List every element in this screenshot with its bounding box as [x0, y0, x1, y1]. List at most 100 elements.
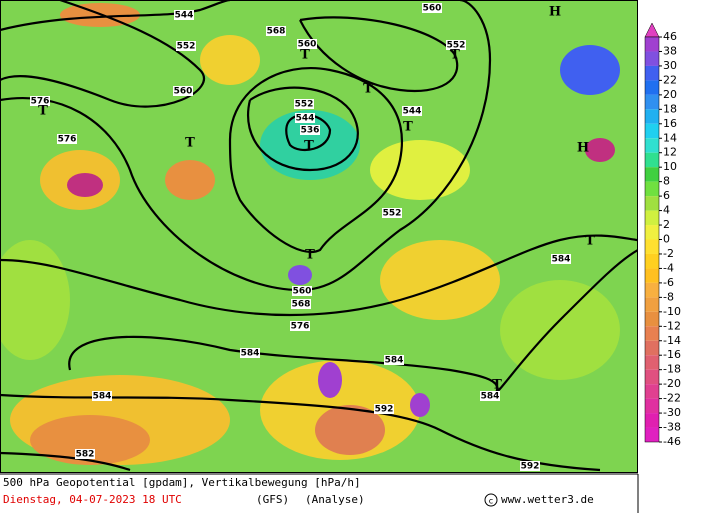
colorbar-label: -2	[663, 247, 674, 260]
contour-label: 576	[291, 322, 310, 332]
colorbar-label: -14	[663, 334, 681, 347]
colorbar-segment	[645, 210, 659, 226]
footer-run: (Analyse)	[305, 493, 365, 506]
contour-label: 568	[267, 27, 286, 37]
contour-label-bg	[295, 113, 315, 123]
contour-label-bg	[266, 26, 286, 36]
contour-label: 536	[301, 126, 320, 136]
contour-label-bg	[240, 348, 260, 358]
colorbar-label: -38	[663, 421, 681, 434]
colorbar-label: 30	[663, 59, 677, 72]
contour-label: 544	[403, 107, 422, 117]
contour-label-bg	[75, 449, 95, 459]
contour-label: 544	[296, 114, 315, 124]
contour-label-bg	[300, 125, 320, 135]
colorbar-label: 38	[663, 44, 677, 57]
contour-label: 552	[295, 100, 314, 110]
colorbar-segment	[645, 326, 659, 341]
colorbar-arrow	[644, 22, 660, 38]
colorbar-label: 6	[663, 189, 670, 202]
colorbar-label: -10	[663, 305, 681, 318]
footer-credit: www.wetter3.de	[501, 493, 594, 506]
colorbar-segment	[645, 311, 659, 327]
colorbar-segment	[645, 239, 659, 254]
contour-label-bg	[173, 86, 193, 96]
contour-label: 560	[174, 87, 193, 97]
colorbar-segment	[645, 196, 659, 211]
colorbar-segment	[645, 37, 659, 52]
contour-label-bg	[92, 391, 112, 401]
contour-label: 552	[447, 41, 466, 51]
contour-label: 592	[521, 462, 540, 472]
contour-label: 560	[423, 4, 442, 14]
contour-label-bg	[402, 106, 422, 116]
colorbar-label: 0	[663, 233, 670, 246]
contour-label: 584	[93, 392, 112, 402]
contour-label-bg	[480, 391, 500, 401]
colorbar-segment	[645, 51, 659, 66]
contour-label-bg	[57, 134, 77, 144]
colorbar-segment	[645, 355, 659, 370]
colorbar-label: 10	[663, 160, 677, 173]
colorbar-segment	[645, 253, 659, 269]
colorbar-segment	[645, 398, 659, 414]
contour-label: 584	[241, 349, 260, 359]
colorbar-label: -20	[663, 377, 681, 390]
contour-label: 576	[58, 135, 77, 145]
contour-label-bg	[551, 254, 571, 264]
pressure-center: T	[492, 378, 502, 393]
colorbar-label: 2	[663, 218, 670, 231]
copyright-icon	[484, 493, 498, 507]
colorbar-label: -46	[663, 435, 681, 448]
contour-label-bg	[520, 461, 540, 471]
contour-label: 584	[481, 392, 500, 402]
colorbar-segment	[645, 109, 659, 124]
colorbar-label: -12	[663, 319, 681, 332]
colorbar-segment	[645, 427, 659, 442]
colorbar-segment	[645, 123, 659, 139]
colorbar-segment	[645, 65, 659, 81]
contour-label-bg	[422, 3, 442, 13]
map-area: 544 552 560 568 560 576 576 552 544 536 544 552 560 5…	[0, 0, 638, 473]
colorbar-segment	[645, 167, 659, 182]
contour-label: 568	[292, 300, 311, 310]
colorbar-segment	[645, 369, 659, 385]
contour-label-bg	[290, 321, 310, 331]
copyright-icon: c	[489, 497, 493, 506]
colorbar-segment	[645, 340, 659, 356]
colorbar-label: 16	[663, 117, 677, 130]
colorbar-label: -4	[663, 261, 674, 274]
pressure-center: H	[549, 5, 561, 20]
contour-label-bg	[446, 40, 466, 50]
colorbar-segment	[645, 384, 659, 399]
field-blobs	[0, 3, 620, 465]
contour-label: 576	[31, 97, 50, 107]
pressure-center: T	[38, 104, 48, 119]
colorbar-label: 20	[663, 88, 677, 101]
colorbar-label: 22	[663, 73, 677, 86]
contour-label-bg	[382, 208, 402, 218]
colorbar-segment	[645, 282, 659, 298]
colorbar-segment	[645, 138, 659, 153]
colorbar-segment	[645, 413, 659, 428]
contour-label: 560	[293, 287, 312, 297]
colorbar-label: 14	[663, 131, 677, 144]
pressure-center: T	[363, 82, 373, 97]
contour-label-bg	[291, 299, 311, 309]
contour-label: 552	[177, 42, 196, 52]
colorbar-segment	[645, 80, 659, 95]
colorbar-label: -6	[663, 276, 674, 289]
colorbar-label: 46	[663, 30, 677, 43]
pressure-center: T	[403, 120, 413, 135]
contour-label-bg	[174, 10, 194, 20]
contour-label-bg	[30, 96, 50, 106]
colorbar-label: 18	[663, 102, 677, 115]
colorbar-label: -8	[663, 290, 674, 303]
contour-label-bg	[384, 355, 404, 365]
pressure-center: T	[450, 48, 460, 63]
pressure-center: T	[585, 234, 595, 249]
contour-label: 560	[298, 40, 317, 50]
footer-model: (GFS)	[256, 493, 289, 506]
colorbar-label: -30	[663, 406, 681, 419]
